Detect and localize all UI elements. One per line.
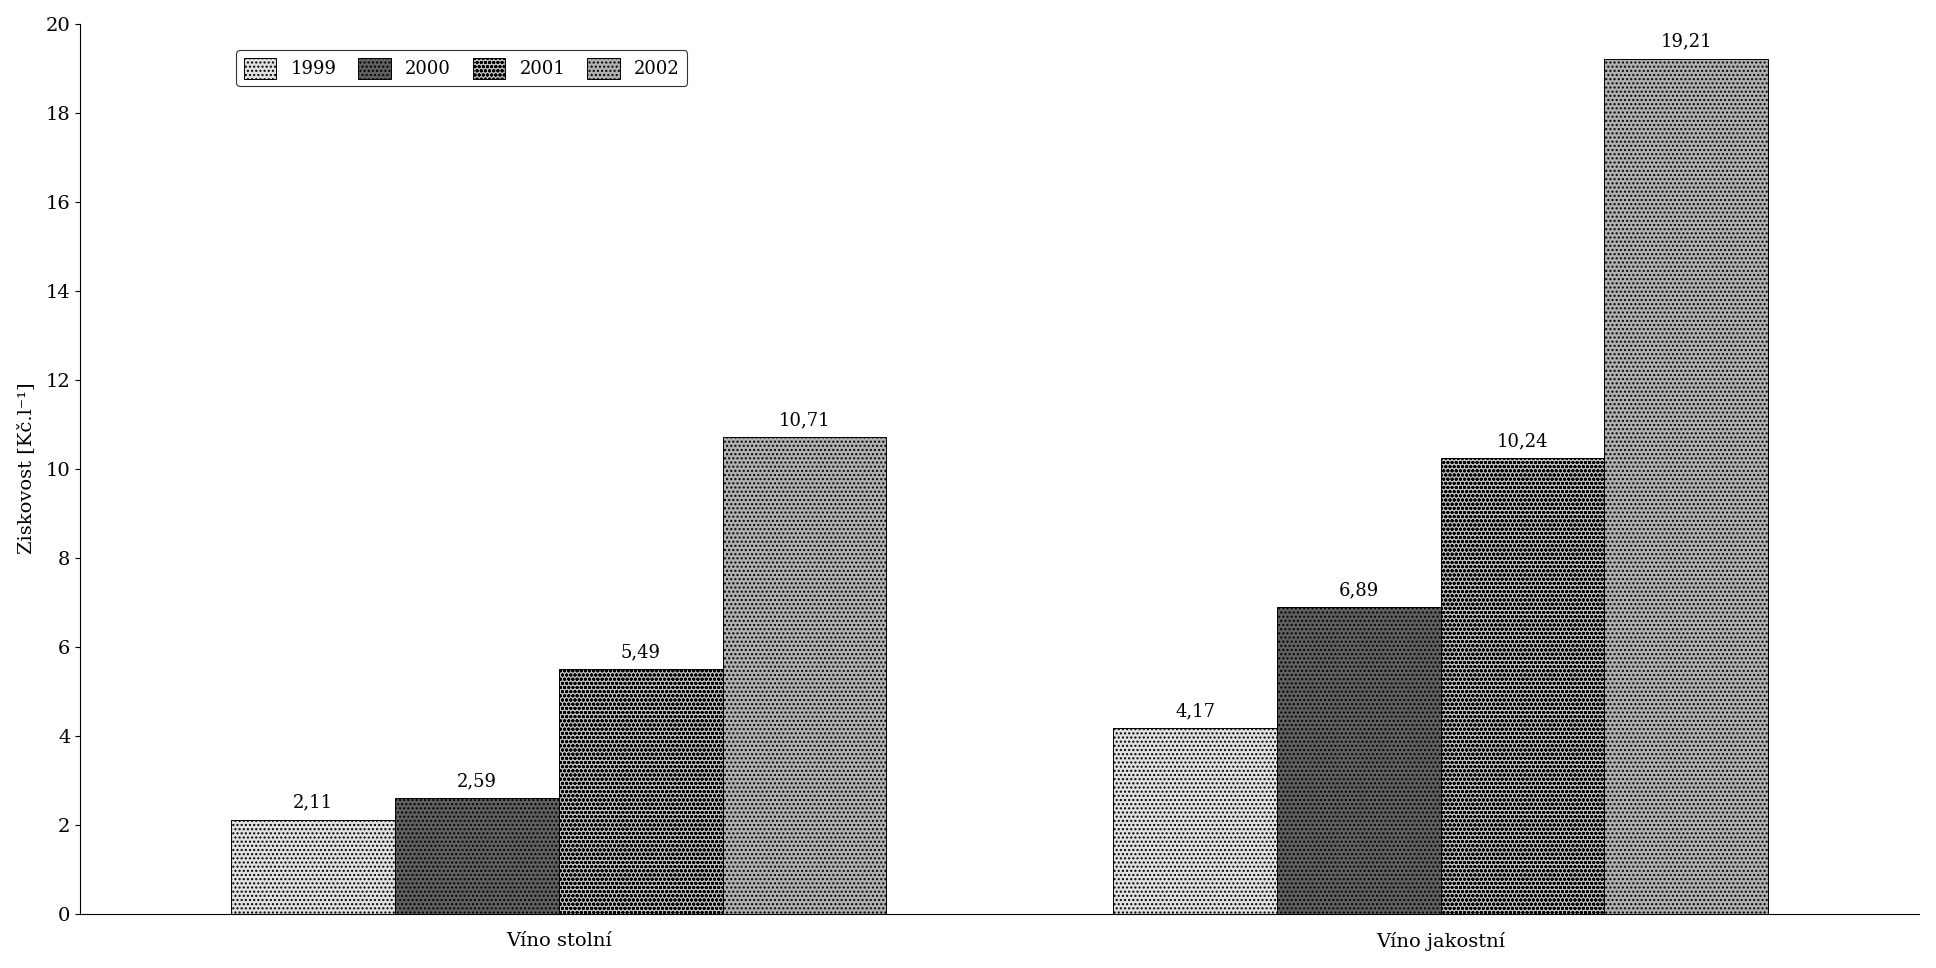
Legend: 1999, 2000, 2001, 2002: 1999, 2000, 2001, 2002 [236,50,687,86]
Text: 2,11: 2,11 [292,794,333,812]
Bar [722,437,887,914]
Text: 2,59: 2,59 [457,772,498,790]
Bar [1278,607,1440,914]
Text: 10,24: 10,24 [1497,432,1549,450]
Bar [1113,728,1278,914]
Text: 10,71: 10,71 [778,411,831,429]
Bar [1440,458,1605,914]
Text: 5,49: 5,49 [621,644,660,661]
Bar [395,799,560,914]
Text: 4,17: 4,17 [1175,702,1216,720]
Y-axis label: Ziskovost [Kč.l⁻¹]: Ziskovost [Kč.l⁻¹] [17,382,35,555]
Text: 19,21: 19,21 [1661,33,1711,50]
Bar [232,820,395,914]
Text: 6,89: 6,89 [1338,581,1378,599]
Bar [560,669,722,914]
Bar [1605,59,1768,914]
